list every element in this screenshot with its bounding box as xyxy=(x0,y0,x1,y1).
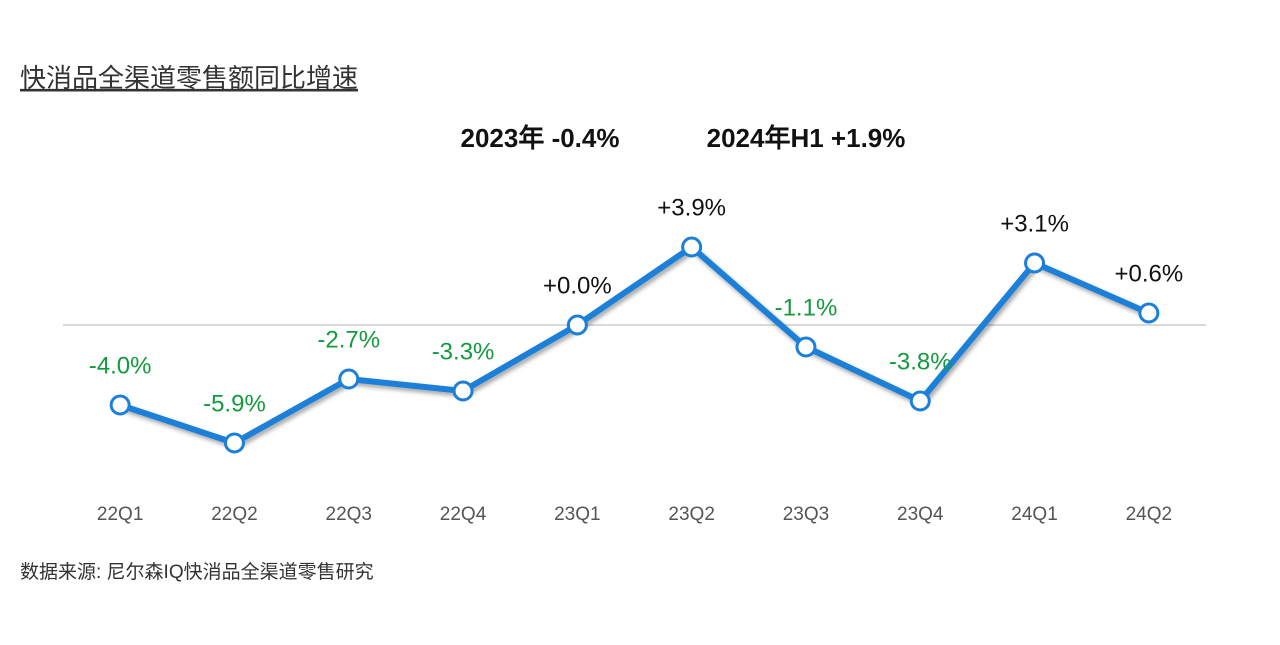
x-tick-label: 24Q1 xyxy=(1011,504,1057,525)
annotation: 2024年H1 +1.9% xyxy=(707,123,906,153)
data-label: -3.3% xyxy=(432,338,495,365)
point-marker xyxy=(1138,302,1160,324)
point-marker xyxy=(681,236,703,258)
data-label: -4.0% xyxy=(89,352,152,379)
data-label: +3.1% xyxy=(1000,210,1069,237)
data-label: +0.0% xyxy=(543,272,612,299)
x-tick-label: 23Q3 xyxy=(783,504,829,525)
x-tick-label: 22Q3 xyxy=(326,504,372,525)
x-tick-label: 23Q1 xyxy=(554,504,600,525)
data-label: -3.8% xyxy=(889,348,952,375)
data-label: -1.1% xyxy=(775,294,838,321)
point-marker xyxy=(109,394,131,416)
data-label: +3.9% xyxy=(657,194,726,221)
x-tick-label: 23Q2 xyxy=(668,504,714,525)
point-marker xyxy=(223,432,245,454)
data-label: -2.7% xyxy=(317,326,380,353)
point-marker xyxy=(338,368,360,390)
point-marker xyxy=(1024,252,1046,274)
series-line xyxy=(119,244,1151,446)
x-tick-label: 23Q4 xyxy=(897,504,944,525)
x-tick-label: 22Q1 xyxy=(97,504,143,525)
point-marker xyxy=(566,314,588,336)
chart-title: 快消品全渠道零售额同比增速 xyxy=(20,63,358,93)
x-tick-label: 22Q4 xyxy=(440,504,487,525)
x-tick-label: 24Q2 xyxy=(1126,504,1172,525)
point-marker xyxy=(452,380,474,402)
x-tick-label: 22Q2 xyxy=(211,504,257,525)
source-note: 数据来源: 尼尔森IQ快消品全渠道零售研究 xyxy=(20,561,374,583)
data-label: +0.6% xyxy=(1114,260,1183,287)
data-label: -5.9% xyxy=(203,390,266,417)
annotation: 2023年 -0.4% xyxy=(461,123,620,153)
point-marker xyxy=(909,390,931,412)
point-marker xyxy=(795,336,817,358)
